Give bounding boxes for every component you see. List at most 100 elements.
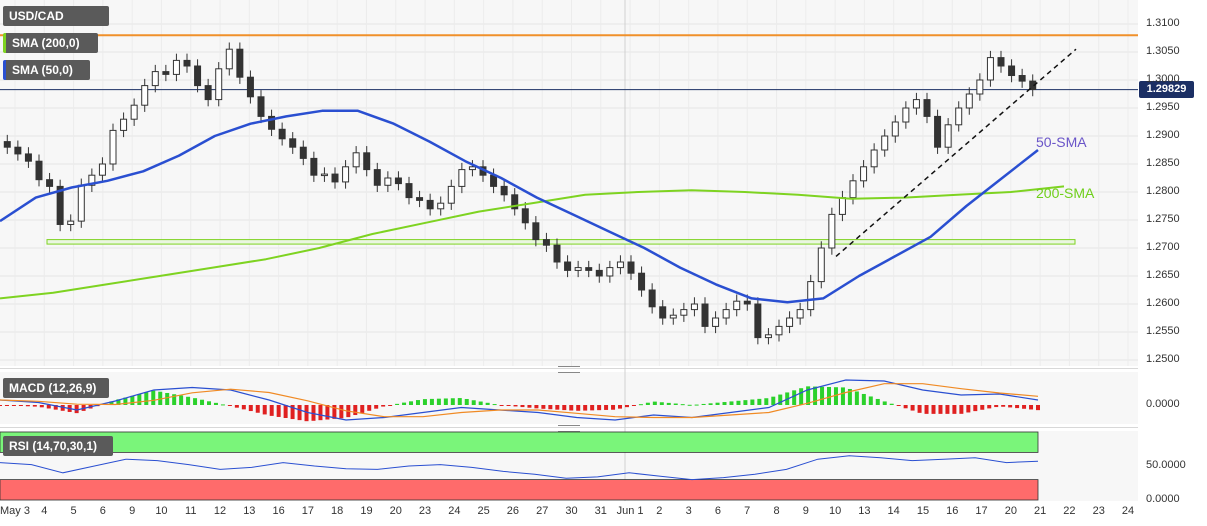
macd-histogram-bar [234,405,239,408]
candle-body [638,272,646,291]
candle-body [870,149,878,168]
candle-body [437,202,445,210]
candle-body [120,118,128,131]
candle-body [257,96,265,117]
macd-histogram-bar [820,386,825,405]
macd-histogram-bar [471,400,476,405]
macd-histogram-bar [53,405,58,410]
candle-body [965,93,973,109]
candle-body [3,141,11,148]
candle-body [860,166,868,182]
macd-histogram-bar [1029,405,1034,410]
macd-histogram-bar [276,405,281,417]
candle-body [934,115,942,148]
sma200-legend[interactable]: SMA (200,0) [3,33,98,53]
candle-body [98,163,106,176]
macd-histogram-bar [527,405,532,408]
macd-histogram-bar [409,401,414,405]
resize-handle-rsi[interactable] [558,425,580,432]
sma50-legend[interactable]: SMA (50,0) [3,60,90,80]
macd-histogram-bar [179,395,184,405]
date-tick-label: 7 [744,505,751,517]
panel-separator-1[interactable] [0,368,1138,369]
macd-histogram-bar [1008,405,1013,408]
macd-histogram-bar [583,405,588,411]
support-zone [46,239,1076,245]
price-tick-label: 1.2850 [1146,157,1180,169]
candle-body [342,166,350,183]
candle-body [606,267,614,277]
macd-histogram-bar [903,405,908,409]
candle-body [236,48,244,78]
macd-histogram-bar [590,405,595,411]
date-tick-label: 9 [129,505,136,517]
panel-separator-2[interactable] [0,427,1138,428]
macd-histogram-bar [792,390,797,405]
candle-body [680,309,688,316]
rsi-line [0,455,1039,481]
macd-legend[interactable]: MACD (12,26,9) [3,378,109,398]
rsi-legend[interactable]: RSI (14,70,30,1) [3,436,113,456]
macd-histogram-bar [325,405,330,420]
date-tick-label: 22 [1063,505,1076,517]
candle-body [310,157,318,176]
candle-body [331,173,339,183]
candle-body [902,107,910,123]
macd-histogram-bar [541,405,546,409]
macd-histogram-bar [868,396,873,405]
macd-histogram-bar [116,399,121,405]
candle-body [363,152,371,171]
macd-histogram-bar [604,405,609,410]
macd-histogram-bar [123,397,128,405]
resize-handle-macd[interactable] [558,366,580,373]
candle-body [289,138,297,148]
candle-body [109,129,117,165]
macd-histogram-bar [624,405,629,408]
macd-histogram-bar [339,405,344,419]
candle-body [56,185,64,225]
candle-body [743,300,751,305]
date-tick-label: 6 [714,505,721,517]
macd-histogram-bar [39,405,44,408]
candle-body [796,309,804,319]
price-tick-label: 1.3050 [1146,45,1180,57]
date-tick-label: 17 [301,505,315,517]
date-tick-label: 23 [418,505,432,517]
candle-body [162,71,170,75]
candle-body [532,222,540,241]
candle-body [141,85,149,106]
macd-histogram-bar [889,403,894,405]
candle-body [225,48,233,70]
macd-signal-line [0,383,1039,419]
macd-histogram-bar [945,405,950,414]
candle-body [669,314,677,319]
macd-histogram-bar [360,405,365,413]
macd-histogram-bar [882,401,887,405]
macd-histogram-bar [715,402,720,405]
macd-histogram-bar [388,405,393,406]
date-tick-label: 13 [858,505,871,517]
candle-body [690,303,698,311]
date-tick-label: 8 [773,505,780,517]
macd-histogram-bar [680,404,685,406]
date-tick-label: 24 [1121,505,1135,517]
macd-histogram-bar [144,392,149,405]
candle-body [46,179,54,187]
candle-body [807,281,815,311]
candle-body [775,325,783,336]
macd-histogram-bar [353,405,358,416]
macd-histogram-bar [311,405,316,421]
date-tick-label: 30 [565,505,578,517]
candle-body [564,261,572,271]
date-tick-label: 12 [213,505,227,517]
macd-histogram-bar [924,405,929,414]
date-tick-label: 13 [243,505,256,517]
macd-histogram-bar [917,405,922,413]
rsi-overbought-zone [0,431,1039,453]
date-tick-label: 24 [448,505,461,517]
macd-histogram-bar [980,405,985,410]
macd-histogram-bar [137,394,142,405]
price-tick-label: 1.2750 [1146,213,1180,225]
symbol-label[interactable]: USD/CAD [3,6,109,26]
